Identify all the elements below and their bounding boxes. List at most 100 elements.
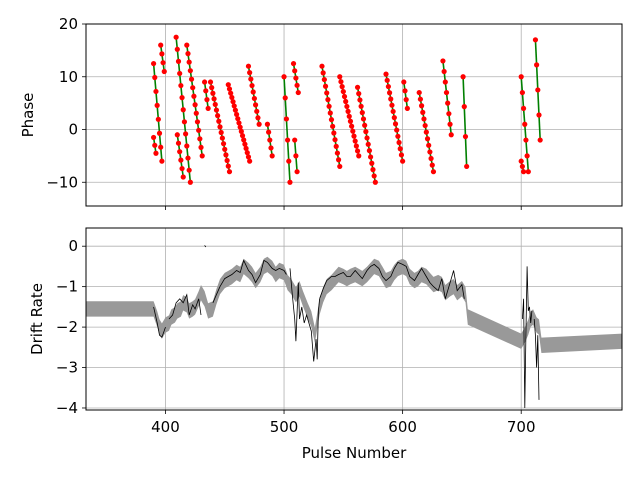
data-point [340, 88, 346, 95]
data-point [522, 121, 528, 127]
data-point [237, 124, 243, 130]
data-point [532, 37, 539, 43]
data-point [187, 68, 193, 74]
data-point [216, 118, 222, 124]
data-point [525, 169, 531, 175]
data-point [159, 51, 165, 57]
data-point [326, 103, 332, 109]
data-point [345, 108, 351, 114]
data-point [222, 146, 228, 152]
data-point [191, 93, 197, 99]
data-point [292, 68, 298, 74]
drift-rate-line [533, 318, 540, 400]
data-point [398, 152, 405, 158]
data-point [392, 121, 399, 127]
bottom-xticks: 400 500 600 700 [151, 410, 536, 436]
data-point [160, 60, 166, 66]
y-tick-label: 0 [68, 121, 78, 139]
data-point [347, 118, 354, 124]
data-point [337, 163, 343, 170]
data-point [201, 79, 208, 85]
data-point [448, 132, 454, 138]
data-point [185, 51, 191, 57]
data-point [181, 119, 188, 125]
data-point [401, 79, 407, 85]
data-point [295, 89, 301, 96]
y-tick-label: 0 [68, 237, 78, 255]
data-point [242, 141, 248, 147]
data-point [180, 107, 186, 113]
data-point [219, 135, 225, 141]
data-point [426, 142, 432, 148]
data-point [269, 153, 275, 159]
fit-line [356, 87, 377, 183]
data-point [350, 128, 356, 134]
data-point [158, 42, 164, 48]
data-point [359, 110, 365, 116]
data-point [161, 68, 167, 75]
bottom-panel: −4 −3 −2 −1 0 400 500 600 700 Drift Rate Pulse … [28, 227, 623, 462]
data-point [152, 74, 158, 81]
top-xticks [165, 206, 522, 210]
data-point [173, 34, 179, 40]
data-point [417, 96, 424, 102]
data-point [250, 89, 256, 95]
data-point [192, 102, 198, 108]
data-point [390, 108, 396, 115]
data-point [443, 89, 450, 96]
data-point [228, 90, 234, 96]
data-point [338, 79, 344, 85]
data-point [198, 144, 204, 150]
data-point [184, 42, 190, 48]
data-point [241, 137, 247, 143]
data-point [368, 154, 374, 160]
data-point [150, 60, 157, 67]
data-point [218, 129, 224, 136]
data-point [254, 108, 260, 114]
data-point [238, 128, 244, 135]
data-point [395, 133, 401, 139]
data-point [327, 110, 333, 116]
data-point [440, 58, 446, 64]
data-point [193, 110, 199, 116]
x-tick-label: 700 [507, 418, 536, 436]
data-point [220, 141, 227, 147]
data-point [422, 122, 428, 129]
data-point [391, 115, 397, 121]
drift-rate-line [289, 268, 320, 362]
data-point [217, 124, 223, 130]
data-point [344, 103, 350, 110]
data-point [404, 105, 410, 112]
data-point [335, 157, 342, 163]
data-point [178, 157, 184, 163]
data-point [362, 122, 368, 128]
data-point [354, 148, 361, 154]
data-point [210, 90, 216, 96]
data-point [230, 99, 236, 105]
data-point [519, 163, 525, 170]
data-point [325, 97, 331, 103]
data-point [212, 101, 218, 108]
data-point [535, 87, 541, 93]
fit-line [247, 66, 260, 125]
x-tick-label: 400 [151, 418, 180, 436]
data-point [267, 137, 273, 143]
data-point [255, 115, 261, 121]
data-point [442, 79, 448, 85]
data-point [209, 85, 215, 91]
uncertainty-band [86, 256, 622, 353]
data-point [268, 145, 274, 151]
data-point [175, 140, 182, 146]
data-point [266, 129, 272, 135]
data-point [185, 155, 191, 161]
data-point [225, 82, 231, 88]
data-point [383, 71, 389, 77]
bottom-line [153, 245, 540, 409]
data-point [239, 133, 246, 139]
data-point [402, 88, 408, 94]
data-point [341, 93, 348, 100]
data-point [248, 76, 254, 82]
data-point [213, 107, 220, 113]
data-point [186, 167, 192, 173]
data-point [461, 104, 467, 110]
